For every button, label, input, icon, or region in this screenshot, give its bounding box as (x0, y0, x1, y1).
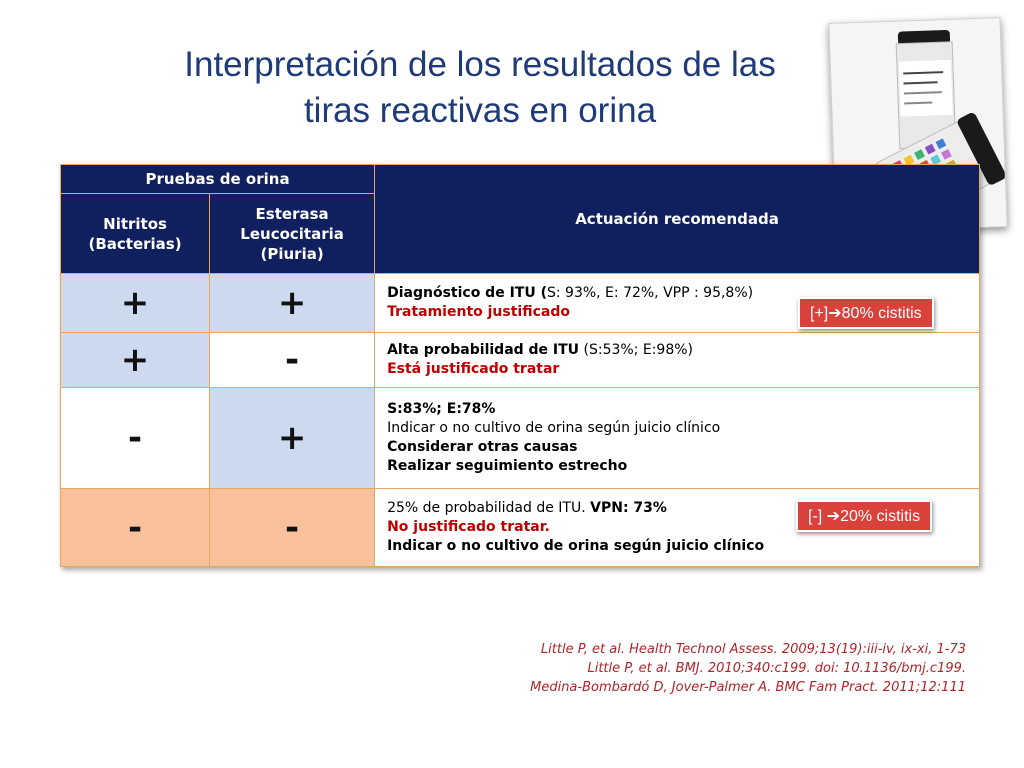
positive-badge-label: [+] (810, 305, 829, 322)
reference-3: Medina-Bombardó D, Jover-Palmer A. BMC F… (530, 680, 966, 695)
action-line: Considerar otras causas (387, 438, 967, 457)
positive-badge-text: 80% cistitis (841, 305, 922, 322)
action-line: Indicar o no cultivo de orina según juic… (387, 537, 967, 556)
cell-esterasa: + (209, 273, 376, 333)
action-text: Realizar seguimiento estrecho (387, 458, 628, 474)
cell-nitritos: - (59, 387, 211, 489)
table-row: + + Diagnóstico de ITU (S: 93%, E: 72%, … (59, 273, 980, 333)
slide-title: Interpretación de los resultados de las … (120, 42, 840, 134)
action-text: (S:53%; E:98%) (579, 342, 694, 358)
cell-esterasa: + (209, 387, 376, 489)
results-table: Pruebas de orina Actuación recomendada N… (59, 164, 980, 567)
right-arrow-icon: ➔ (826, 508, 841, 525)
title-line-1: Interpretación de los resultados de las (184, 45, 776, 84)
cell-actuacion: S:83%; E:78% Indicar o no cultivo de orin… (374, 387, 980, 489)
cell-esterasa: - (209, 332, 376, 388)
right-arrow-icon: ➔ (828, 305, 842, 322)
action-text: Considerar otras causas (387, 439, 578, 455)
action-line: Alta probabilidad de ITU (S:53%; E:98%) (387, 341, 967, 360)
action-line: Tratamiento justificado (387, 303, 967, 322)
action-line: S:83%; E:78% (387, 400, 967, 419)
action-text: S: 93%, E: 72%, VPP : 95,8%) (546, 285, 754, 301)
action-text: Diagnóstico de ITU ( (387, 285, 547, 301)
negative-badge-label: [-] (808, 508, 827, 525)
header-esterasa-line-1: Esterasa (255, 204, 329, 223)
header-esterasa-line-2: Leucocitaria (240, 224, 344, 243)
action-line: 25% de probabilidad de ITU. VPN: 73% (387, 499, 967, 518)
action-text: Indicar o no cultivo de orina según juic… (387, 420, 721, 436)
title-line-2: tiras reactivas en orina (303, 91, 657, 130)
cell-nitritos: + (59, 273, 211, 333)
action-text: 25% de probabilidad de ITU. (387, 500, 591, 516)
cell-nitritos: - (59, 488, 211, 567)
action-text: Alta probabilidad de ITU (387, 342, 580, 358)
cell-nitritos: + (59, 332, 211, 388)
header-actuacion-recomendada: Actuación recomendada (374, 164, 980, 274)
cell-esterasa: - (209, 488, 376, 567)
header-esterasa-line-3: (Piuria) (260, 244, 324, 263)
negative-cistitis-badge: [-] ➔20% cistitis (796, 500, 933, 532)
header-nitritos: Nitritos (Bacterias) (59, 193, 211, 274)
action-text: Indicar o no cultivo de orina según juic… (387, 538, 765, 554)
header-pruebas-de-orina: Pruebas de orina (59, 164, 376, 194)
references: Little P, et al. Health Technol Assess. … (530, 640, 966, 697)
positive-cistitis-badge: [+]➔80% cistitis (798, 297, 934, 329)
action-line: No justificado tratar. (387, 518, 967, 537)
action-text: No justificado tratar. (387, 519, 550, 535)
header-esterasa: Esterasa Leucocitaria (Piuria) (209, 193, 376, 274)
cell-actuacion: Alta probabilidad de ITU (S:53%; E:98%) E… (374, 332, 980, 388)
header-nitritos-line-1: Nitritos (103, 214, 167, 233)
action-text: Está justificado tratar (387, 361, 560, 377)
header-nitritos-line-2: (Bacterias) (88, 234, 182, 253)
action-line: Diagnóstico de ITU (S: 93%, E: 72%, VPP … (387, 284, 967, 303)
action-text: S:83%; E:78% (387, 401, 496, 417)
reference-2: Little P, et al. BMJ. 2010;340:c199. doi… (587, 661, 966, 676)
action-text: VPN: 73% (590, 500, 667, 516)
action-text: Tratamiento justificado (387, 304, 570, 320)
action-line: Está justificado tratar (387, 360, 967, 379)
reference-1: Little P, et al. Health Technol Assess. … (540, 642, 966, 657)
table-row: - + S:83%; E:78% Indicar o no cultivo de … (59, 387, 980, 489)
action-line: Indicar o no cultivo de orina según juic… (387, 419, 967, 438)
action-line: Realizar seguimiento estrecho (387, 457, 967, 476)
negative-badge-text: 20% cistitis (840, 508, 921, 525)
table-row: + - Alta probabilidad de ITU (S:53%; E:9… (59, 332, 980, 388)
